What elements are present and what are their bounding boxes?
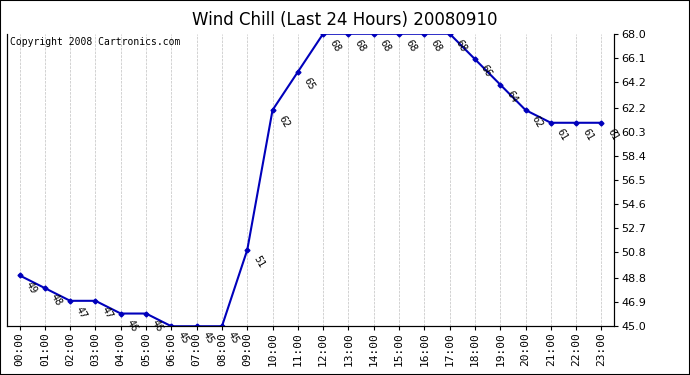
Text: 68: 68 xyxy=(353,38,367,54)
Text: 47: 47 xyxy=(75,305,89,321)
Text: 45: 45 xyxy=(201,330,216,346)
Text: 48: 48 xyxy=(49,292,63,308)
Text: 46: 46 xyxy=(150,318,165,333)
Text: 68: 68 xyxy=(378,38,393,54)
Text: 68: 68 xyxy=(428,38,443,54)
Text: 61: 61 xyxy=(555,127,570,142)
Text: 45: 45 xyxy=(175,330,190,346)
Text: 49: 49 xyxy=(23,279,39,295)
Text: 62: 62 xyxy=(530,114,544,130)
Text: 51: 51 xyxy=(251,254,266,270)
Text: 46: 46 xyxy=(125,318,139,333)
Text: 65: 65 xyxy=(302,76,317,92)
Text: 62: 62 xyxy=(277,114,292,130)
Text: Wind Chill (Last 24 Hours) 20080910: Wind Chill (Last 24 Hours) 20080910 xyxy=(193,11,497,29)
Text: 68: 68 xyxy=(327,38,342,54)
Text: 64: 64 xyxy=(504,89,519,104)
Text: 45: 45 xyxy=(226,330,241,346)
Text: 61: 61 xyxy=(606,127,620,142)
Text: 47: 47 xyxy=(99,305,115,321)
Text: Copyright 2008 Cartronics.com: Copyright 2008 Cartronics.com xyxy=(10,37,180,46)
Text: 68: 68 xyxy=(454,38,469,54)
Text: 68: 68 xyxy=(403,38,418,54)
Text: 66: 66 xyxy=(479,63,494,79)
Text: 61: 61 xyxy=(580,127,595,142)
